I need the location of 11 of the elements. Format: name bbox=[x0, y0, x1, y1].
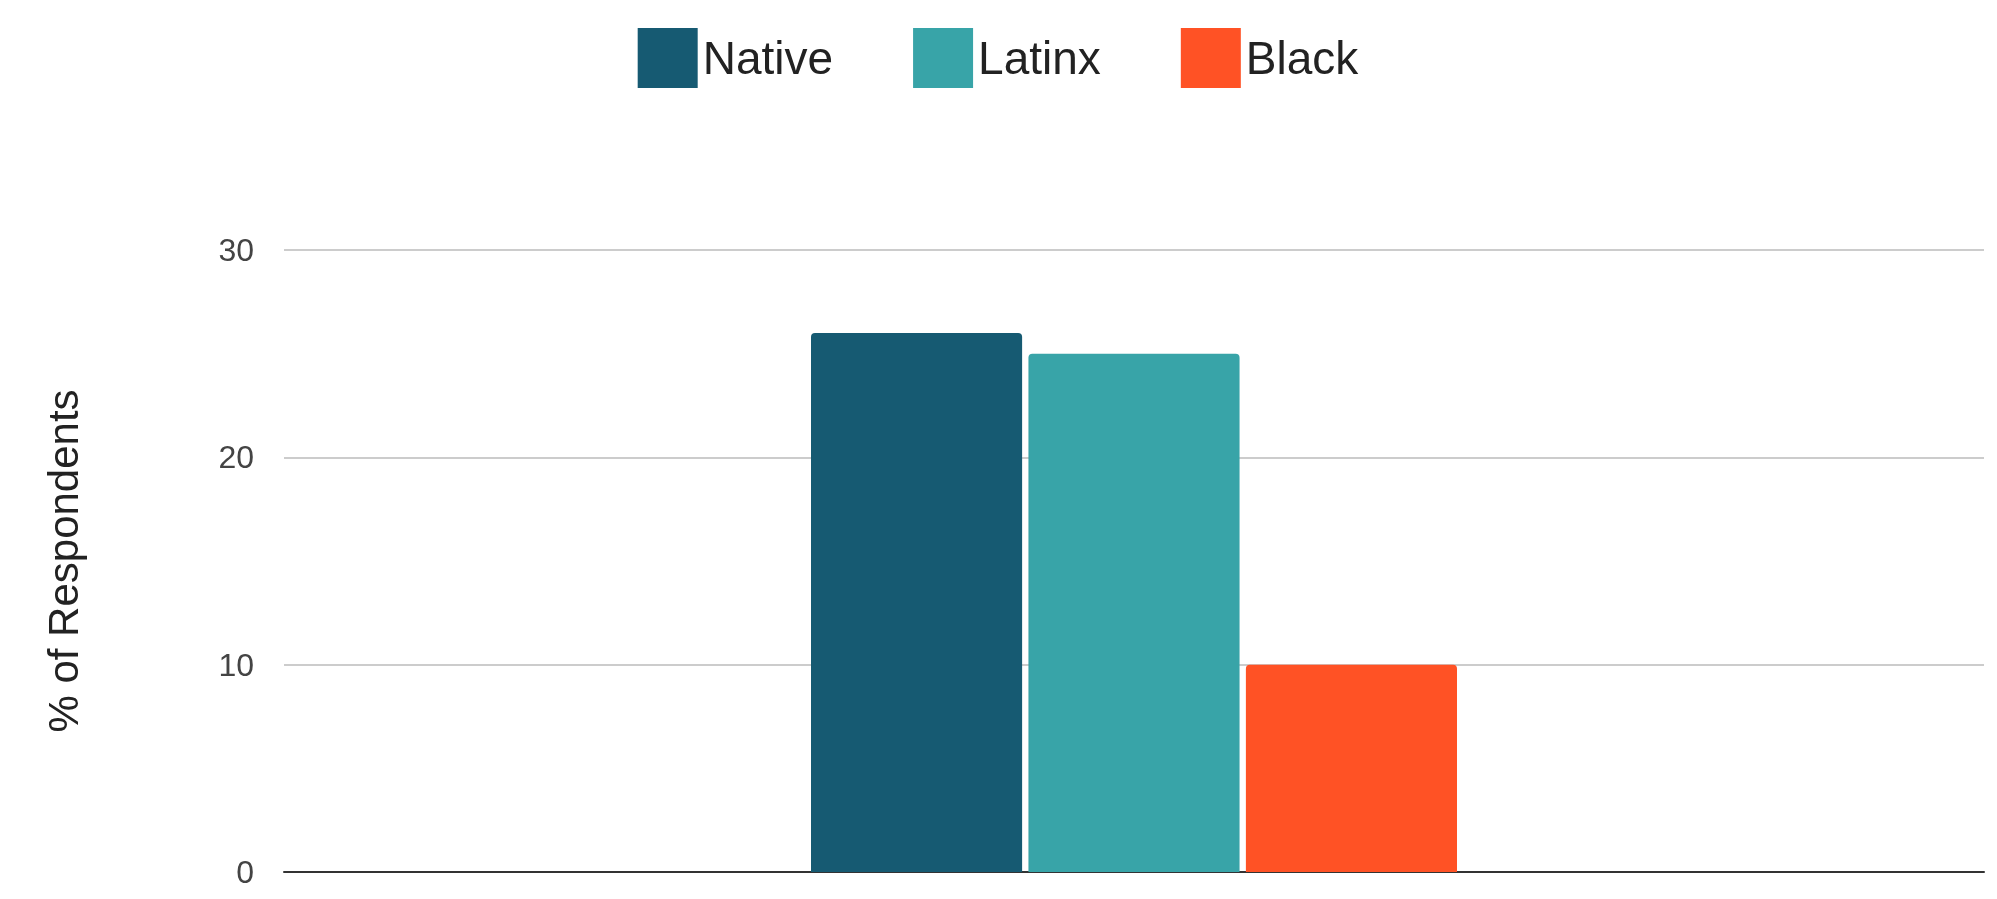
y-axis-title: % of Respondents bbox=[39, 389, 87, 733]
legend-label: Native bbox=[702, 32, 834, 84]
y-tick-label: 20 bbox=[218, 439, 254, 476]
y-tick-label: 30 bbox=[218, 232, 254, 268]
legend-label: Latinx bbox=[978, 32, 1101, 84]
y-tick-label: 10 bbox=[218, 646, 254, 683]
legend-label: Black bbox=[1245, 32, 1360, 84]
bar bbox=[811, 332, 1023, 872]
y-tick-label: 0 bbox=[236, 854, 254, 890]
bar bbox=[1028, 353, 1240, 872]
bar bbox=[1245, 664, 1457, 872]
